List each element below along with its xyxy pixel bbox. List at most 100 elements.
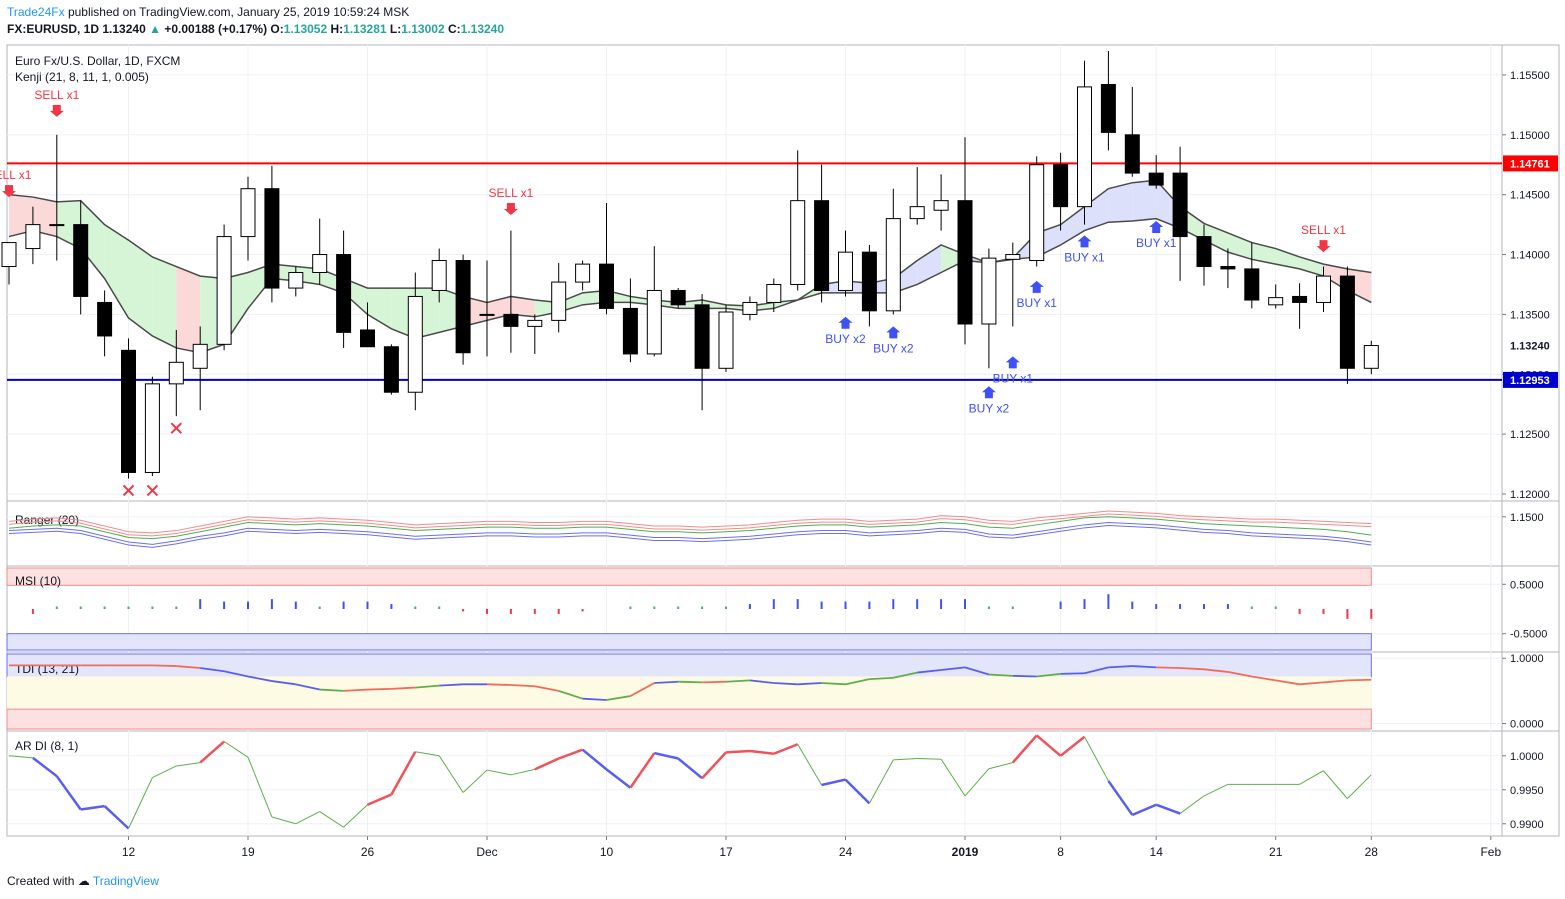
candle-body: [192, 343, 208, 369]
candle-body: [288, 272, 304, 289]
tdi-line-segment: [1299, 681, 1324, 686]
tdi-line-segment: [1036, 672, 1061, 678]
candle-body: [73, 224, 89, 297]
y-tick-label: 0.5000: [1510, 579, 1544, 591]
tdi-line-segment: [223, 670, 249, 678]
candle-body: [861, 251, 877, 312]
ardi-line-segment: [1131, 803, 1157, 817]
candle: [97, 290, 113, 357]
candle-body: [1363, 345, 1379, 369]
candle: [622, 278, 638, 363]
kenji-cloud-segment: [176, 266, 201, 353]
candle: [1172, 146, 1188, 281]
author-link[interactable]: Trade24Fx: [7, 5, 65, 19]
y-tick-label: 0.0000: [1510, 718, 1544, 730]
tdi-line-segment: [1156, 666, 1181, 669]
ranger-mid-line: [8, 516, 1372, 540]
tdi-line-segment: [247, 675, 273, 682]
candle: [1363, 340, 1379, 375]
cross-mark-icon: [146, 484, 159, 497]
y-tick-label: 0.9950: [1510, 785, 1544, 797]
support-price-label-box: [1503, 371, 1558, 388]
candle-body: [503, 313, 519, 327]
kenji-cloud-segment: [367, 288, 392, 329]
candle: [73, 200, 89, 315]
y-tick-label: 1.14000: [1510, 250, 1550, 262]
candle: [336, 230, 352, 348]
candle: [479, 260, 495, 357]
x-tick-label: 12: [122, 845, 136, 859]
tdi-line-segment: [773, 682, 798, 686]
ardi-line-segment: [868, 759, 894, 804]
buy-signal-label: BUY x2: [969, 401, 1010, 415]
footer-credit: Created with ☁ TradingView: [7, 874, 159, 888]
ardi-line-segment: [271, 816, 296, 825]
x-tick-label: 21: [1269, 845, 1283, 859]
candle-body: [981, 257, 997, 325]
ardi-line-segment: [510, 768, 535, 776]
candle: [1005, 242, 1021, 327]
x-tick-label: Dec: [476, 845, 497, 859]
tdi-line-segment: [439, 683, 464, 687]
y-tick-label: 1.12500: [1510, 429, 1550, 441]
candle: [790, 150, 806, 291]
open-value: 1.13052: [283, 22, 328, 36]
x-tick-label: 17: [719, 845, 733, 859]
kenji-cloud-segment: [941, 244, 965, 273]
tdi-line-segment: [1203, 668, 1228, 673]
ardi-line-segment: [223, 741, 249, 758]
tdi-line-segment: [1084, 666, 1109, 675]
candle: [957, 137, 973, 345]
candle-body: [1268, 297, 1284, 306]
candle-body: [1196, 236, 1212, 268]
y-tick-label: 1.0000: [1510, 653, 1544, 665]
candle-body: [25, 224, 41, 250]
kenji-cloud-segment: [1084, 188, 1109, 231]
tdi-line-segment: [629, 682, 655, 697]
tdi-line-segment: [893, 671, 918, 679]
candle: [1053, 152, 1069, 231]
ardi-line-segment: [797, 743, 823, 786]
sell-signal: SELL x1: [1301, 223, 1346, 253]
candle-body: [575, 263, 591, 283]
sell-arrow-icon: [1316, 240, 1331, 253]
candle-body: [1077, 86, 1092, 208]
candle: [885, 188, 901, 315]
tradingview-link[interactable]: TradingView: [92, 874, 159, 888]
candle: [1292, 283, 1308, 329]
x-tick-label: 10: [600, 845, 614, 859]
candle: [766, 278, 782, 313]
y-tick-label: -0.5000: [1510, 629, 1547, 641]
kenji-cloud-segment: [1227, 232, 1252, 260]
candle: [455, 254, 471, 365]
tdi-line-segment: [391, 686, 416, 690]
ranger-upper-line-2: [8, 513, 1372, 537]
close-label: C:: [447, 22, 461, 36]
kenji-indicator-label: Kenji (21, 8, 11, 1, 0.005): [15, 70, 149, 84]
ardi-line-segment: [988, 762, 1013, 770]
candle-body: [742, 301, 758, 315]
ardi-line-segment: [654, 751, 679, 760]
kenji-cloud-segment: [510, 296, 535, 317]
kenji-cloud-segment: [1132, 180, 1157, 222]
kenji-cloud-segment: [1299, 256, 1324, 277]
candle: [861, 244, 877, 327]
tdi-line-segment: [1347, 678, 1372, 682]
ardi-line-segment: [605, 768, 632, 789]
main-chart-title: Euro Fx/U.S. Dollar, 1D, FXCM: [15, 54, 180, 68]
support-price-label-text: 1.12953: [1510, 375, 1550, 387]
tdi-line-segment: [582, 697, 607, 701]
ardi-line-segment: [893, 758, 918, 761]
tdi-upper-zone: [6, 653, 1372, 678]
candle-body: [1029, 164, 1045, 262]
y-tick-label: 1.1500: [1510, 512, 1544, 524]
candle-body: [1316, 275, 1331, 303]
candle-body: [264, 188, 280, 289]
ardi-line-segment: [1347, 774, 1372, 799]
x-tick-label: 2019: [952, 845, 979, 859]
candle-body: [694, 304, 710, 369]
candle: [1, 242, 17, 285]
ardi-line-segment: [677, 757, 703, 780]
last-price: 1.13240: [102, 22, 146, 36]
